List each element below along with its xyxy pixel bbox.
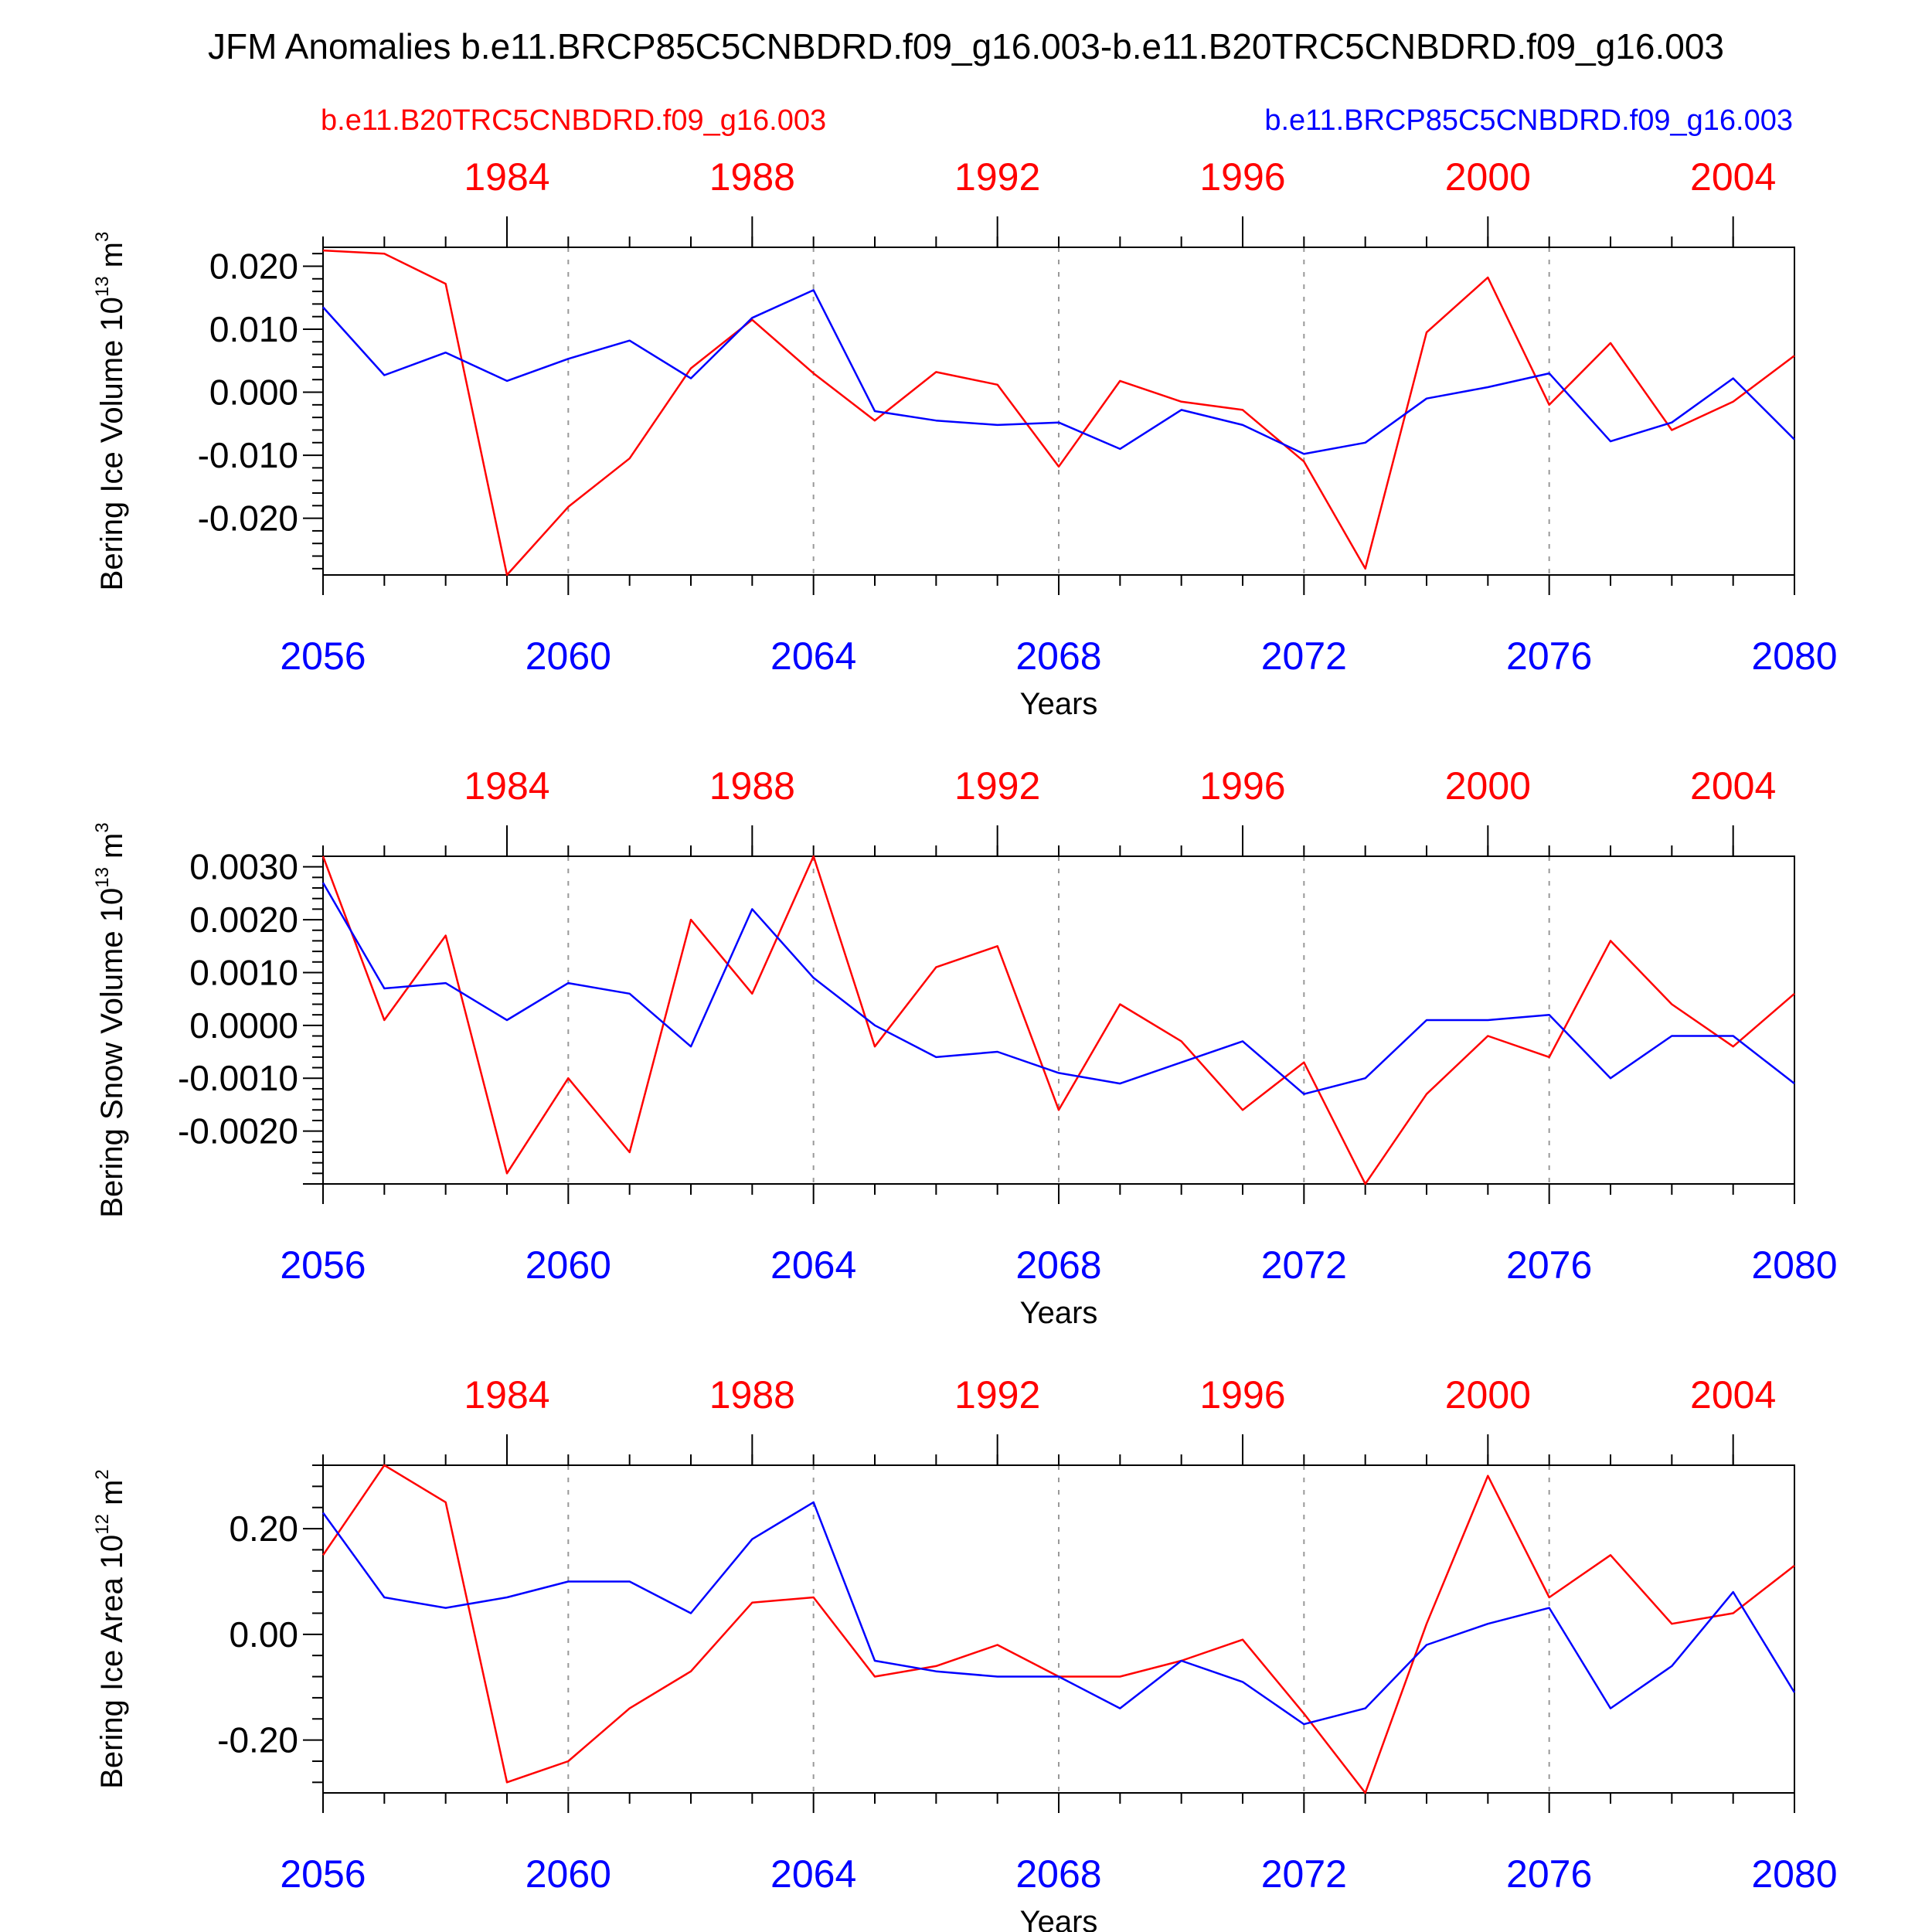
bottom-tick-label: 2064 [770, 1243, 856, 1287]
legend-historical: b.e11.B20TRC5CNBDRD.f09_g16.003 [321, 104, 826, 137]
top-tick-label: 1984 [464, 1373, 549, 1417]
bottom-tick-label: 2064 [770, 634, 856, 678]
bottom-tick-label: 2056 [280, 1243, 366, 1287]
bottom-tick-label: 2068 [1015, 1243, 1101, 1287]
y-axis-title: Bering Ice Volume 1013 m3 [92, 232, 129, 591]
bottom-tick-label: 2072 [1261, 634, 1347, 678]
chart-panels: 1984 1988 1992 1996 2000 2004 2056 2060 2064 2068… [92, 155, 1838, 1932]
top-tick-label: 2004 [1690, 155, 1776, 199]
y-tick-label: 0.00 [229, 1614, 298, 1655]
legend-future: b.e11.BRCP85C5CNBDRD.f09_g16.003 [1264, 104, 1793, 137]
y-axis-title-ylabel: Bering Ice Area 10 [95, 1535, 129, 1789]
x-axis-title: Years [1020, 1905, 1098, 1932]
bottom-tick-label: 2068 [1015, 1852, 1101, 1896]
y-tick-label: -0.20 [217, 1720, 298, 1760]
top-tick-label: 1992 [954, 155, 1040, 199]
top-tick-label: 1984 [464, 764, 549, 808]
top-tick-label: 2004 [1690, 764, 1776, 808]
y-tick-label: 0.0000 [189, 1005, 298, 1046]
panel-2: 1984 1988 1992 1996 2000 2004 2056 2060 2064 2068… [92, 764, 1838, 1330]
bottom-tick-label: 2076 [1506, 634, 1592, 678]
y-axis-title-ylabel-unit-sup: 3 [92, 232, 113, 242]
bottom-tick-label: 2060 [526, 1243, 611, 1287]
y-tick-label: -0.010 [198, 435, 298, 475]
y-tick-label: 0.0020 [189, 900, 298, 940]
bottom-tick-label: 2064 [770, 1852, 856, 1896]
top-tick-label: 1996 [1199, 155, 1285, 199]
y-axis-title-ylabel-sup: 13 [92, 867, 113, 888]
y-tick-label: 0.0010 [189, 952, 298, 992]
bottom-tick-label: 2060 [526, 1852, 611, 1896]
top-tick-label: 2000 [1445, 155, 1531, 199]
top-tick-label: 2000 [1445, 1373, 1531, 1417]
bottom-tick-label: 2068 [1015, 634, 1101, 678]
top-tick-label: 1996 [1199, 1373, 1285, 1417]
bottom-tick-label: 2076 [1506, 1852, 1592, 1896]
top-tick-label: 1996 [1199, 764, 1285, 808]
y-axis-title-ylabel-sup: 12 [92, 1514, 113, 1535]
y-axis-title: Bering Ice Area 1012 m2 [92, 1469, 129, 1789]
top-tick-label: 1992 [954, 764, 1040, 808]
top-tick-label: 1988 [709, 764, 795, 808]
x-axis-title: Years [1020, 687, 1098, 721]
panel-1: 1984 1988 1992 1996 2000 2004 2056 2060 2064 2068… [92, 155, 1838, 721]
bottom-tick-label: 2072 [1261, 1852, 1347, 1896]
bottom-tick-label: 2076 [1506, 1243, 1592, 1287]
y-tick-label: 0.0030 [189, 847, 298, 887]
y-axis-title-ylabel-unit: m [95, 1480, 129, 1514]
y-tick-label: -0.0020 [178, 1111, 298, 1151]
top-tick-label: 2004 [1690, 1373, 1776, 1417]
top-tick-label: 1988 [709, 155, 795, 199]
panel-3: 1984 1988 1992 1996 2000 2004 2056 2060 2064 2068… [92, 1373, 1838, 1932]
y-tick-label: 0.020 [209, 246, 298, 286]
y-axis-title-ylabel-unit-sup: 2 [92, 1469, 113, 1479]
y-tick-label: 0.000 [209, 372, 298, 413]
series-line-historical [322, 249, 1795, 577]
top-tick-label: 1984 [464, 155, 549, 199]
y-tick-label: -0.0010 [178, 1058, 298, 1098]
x-axis-title: Years [1020, 1296, 1098, 1330]
bottom-tick-label: 2072 [1261, 1243, 1347, 1287]
chart-title: JFM Anomalies b.e11.BRCP85C5CNBDRD.f09_g… [208, 26, 1724, 66]
series-line-historical [321, 855, 1795, 1185]
bottom-tick-label: 2080 [1751, 1243, 1837, 1287]
y-axis-title-ylabel-sup: 13 [92, 276, 113, 297]
y-axis-title: Bering Snow Volume 1013 m3 [92, 822, 129, 1217]
series-line-future [321, 1501, 1796, 1726]
y-axis-title-ylabel: Bering Snow Volume 10 [95, 888, 129, 1218]
y-axis-title-ylabel-unit: m [95, 242, 129, 276]
top-tick-label: 1992 [954, 1373, 1040, 1417]
bottom-tick-label: 2056 [280, 634, 366, 678]
bottom-tick-label: 2060 [526, 634, 611, 678]
y-axis-title-ylabel-unit: m [95, 833, 129, 867]
y-axis-title-ylabel: Bering Ice Volume 10 [95, 297, 129, 590]
y-tick-label: 0.20 [229, 1509, 298, 1549]
series-line-future [321, 882, 1795, 1095]
top-tick-label: 2000 [1445, 764, 1531, 808]
y-tick-label: -0.020 [198, 498, 298, 539]
y-axis-title-ylabel-unit-sup: 3 [92, 822, 113, 832]
bottom-tick-label: 2056 [280, 1852, 366, 1896]
bottom-tick-label: 2080 [1751, 634, 1837, 678]
y-tick-label: 0.010 [209, 309, 298, 349]
series-line-future [322, 289, 1795, 455]
top-tick-label: 1988 [709, 1373, 795, 1417]
bottom-tick-label: 2080 [1751, 1852, 1837, 1896]
